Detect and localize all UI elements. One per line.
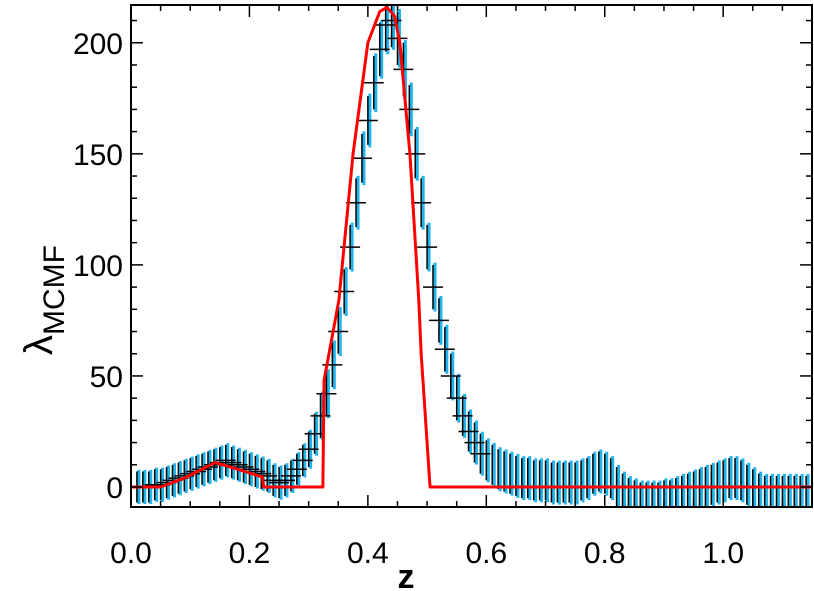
data-point	[434, 327, 455, 372]
data-point	[399, 84, 420, 134]
x-tick-label: 0.2	[229, 537, 271, 570]
x-axis-title: z	[398, 558, 415, 591]
axes	[130, 4, 813, 508]
y-tick-label: 100	[73, 250, 123, 283]
data-point	[316, 371, 337, 416]
y-axis-title: λMCMF	[17, 245, 71, 355]
model-curve	[131, 5, 812, 489]
data-point	[411, 178, 432, 228]
data-point	[357, 96, 378, 145]
y-tick-label: 150	[73, 139, 123, 172]
data-point	[423, 264, 444, 310]
tick-labels: 0.0 0.2 0.4 0.6 0.8 1.0 0 50 100 150 200	[73, 28, 744, 570]
data-layer	[131, 5, 812, 507]
data-point	[351, 133, 372, 183]
x-tick-label: 1.0	[702, 537, 744, 570]
data-point	[334, 269, 355, 314]
y-tick-label: 50	[90, 361, 123, 394]
y-axis-title-main: λ	[17, 335, 61, 355]
data-point	[428, 298, 449, 343]
x-tick-label: 0.8	[584, 537, 626, 570]
x-tick-label: 0.0	[110, 537, 152, 570]
x-tick-label: 0.6	[465, 537, 507, 570]
y-tick-label: 200	[73, 28, 123, 61]
data-point	[363, 56, 384, 110]
plot-frame	[130, 4, 813, 508]
data-point	[417, 224, 438, 270]
y-tick-label: 0	[106, 472, 123, 505]
x-tick-label: 0.4	[347, 537, 389, 570]
y-axis-title-subscript: MCMF	[38, 245, 71, 335]
